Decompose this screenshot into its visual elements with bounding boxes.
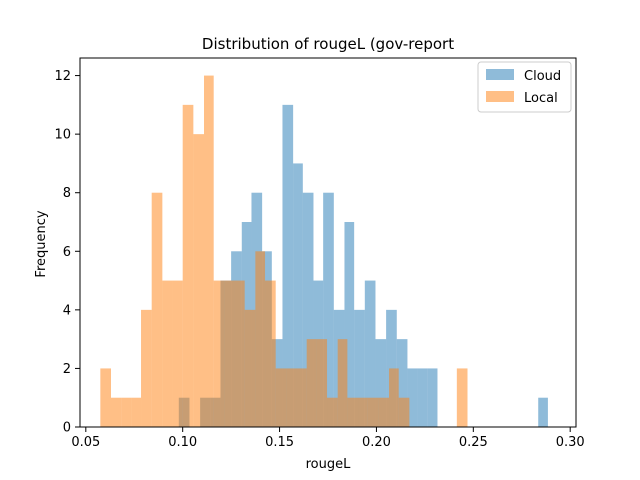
bar-cloud-24 [427, 368, 438, 427]
bar-local-9 [193, 134, 204, 427]
x-tick-label: 0.15 [265, 435, 294, 450]
bar-local-14 [244, 309, 256, 427]
axes-layer: 0.05 0.10 0.15 0.20 0.25 0.30 0 2 4 6 8 10 12 [54, 57, 585, 450]
legend-swatch-local [486, 91, 514, 102]
bar-local-17 [275, 368, 287, 427]
x-tick-label: 0.25 [459, 435, 488, 450]
bar-cloud-14 [323, 192, 334, 427]
legend-label-cloud: Cloud [524, 69, 561, 84]
bar-local-30 [456, 368, 468, 427]
bar-local-11 [213, 280, 225, 427]
y-tick-label: 8 [63, 186, 71, 201]
bar-local-22 [327, 397, 338, 427]
y-tick-label: 4 [63, 303, 71, 318]
bar-local-24 [347, 397, 359, 427]
bar-local-27 [378, 397, 390, 427]
plot-frame [79, 57, 577, 428]
bar-local-21 [316, 339, 328, 427]
y-tick-label: 0 [63, 421, 71, 436]
bar-local-6 [162, 280, 173, 427]
x-tick-label: 0.05 [71, 435, 100, 450]
bar-local-20 [306, 339, 317, 427]
bar-local-8 [182, 104, 194, 428]
bar-local-10 [204, 75, 214, 427]
bar-local-15 [255, 251, 266, 427]
bar-local-3 [131, 397, 142, 427]
bars-layer [100, 75, 548, 428]
legend-swatch-cloud [486, 69, 514, 80]
bar-cloud-18 [364, 280, 376, 427]
y-tick-label: 6 [63, 245, 71, 260]
x-tick-label: 0.20 [362, 435, 391, 450]
bar-local-2 [121, 397, 132, 427]
bar-cloud-21 [396, 339, 408, 427]
bar-cloud-22 [407, 368, 418, 427]
bar-local-5 [151, 192, 163, 427]
x-tick-label: 0.10 [168, 435, 197, 450]
bar-cloud-16 [344, 222, 355, 427]
bar-local-28 [389, 368, 399, 427]
bar-cloud-19 [375, 339, 387, 427]
bar-local-25 [358, 397, 368, 427]
bar-local-12 [224, 280, 235, 427]
bar-cloud-10 [282, 104, 294, 428]
y-axis-label: Frequency [34, 210, 49, 277]
bar-cloud-12 [302, 192, 314, 427]
y-tick-label: 10 [54, 128, 71, 143]
legend: Cloud Local [477, 61, 572, 113]
x-tick-label: 0.30 [556, 435, 585, 450]
bar-local-26 [367, 397, 379, 427]
bar-local-29 [398, 397, 410, 427]
bar-local-0 [100, 368, 111, 427]
bar-cloud-17 [354, 309, 365, 427]
bar-local-16 [265, 280, 276, 427]
bar-local-18 [286, 368, 297, 427]
bar-local-4 [141, 309, 152, 427]
bar-cloud-11 [293, 163, 303, 427]
legend-label-local: Local [524, 91, 558, 106]
series-local [100, 75, 468, 428]
bar-cloud-23 [417, 368, 428, 427]
bar-local-19 [296, 368, 307, 427]
bar-local-7 [172, 280, 183, 427]
bar-local-23 [337, 339, 348, 427]
x-axis-label: rougeL [306, 457, 352, 472]
bar-cloud-25 [538, 397, 548, 427]
bar-local-1 [111, 397, 122, 427]
chart-title: Distribution of rougeL (gov-report [202, 35, 454, 53]
y-tick-label: 2 [63, 362, 71, 377]
y-tick-label: 12 [54, 69, 71, 84]
bar-local-13 [234, 280, 245, 427]
